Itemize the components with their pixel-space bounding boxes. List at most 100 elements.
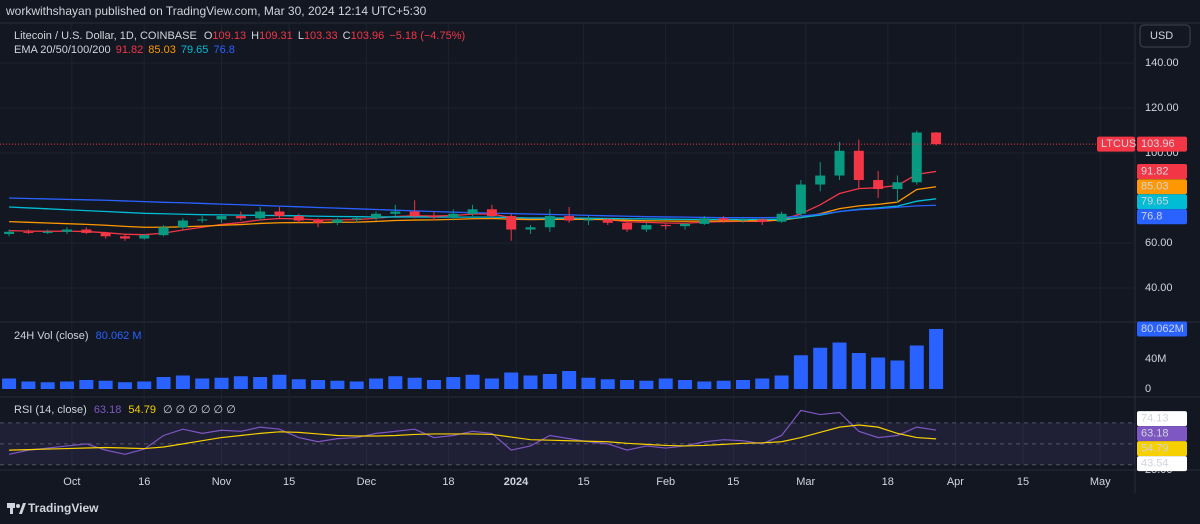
logo-icon bbox=[19, 503, 26, 514]
volume-bar bbox=[60, 381, 75, 389]
ema-value: 79.65 bbox=[181, 44, 209, 56]
volume-bar bbox=[697, 381, 712, 389]
x-tick-label: Mar bbox=[796, 476, 815, 488]
volume-bar bbox=[658, 378, 673, 389]
currency-label[interactable]: USD bbox=[1150, 30, 1173, 42]
legend-rsi: RSI (14, close) 63.18 54.79 ∅ ∅ ∅ ∅ ∅ ∅ bbox=[14, 404, 236, 416]
logo-text: TradingView bbox=[28, 501, 99, 515]
ema-label-box bbox=[1137, 163, 1187, 179]
ema-label: 85.03 bbox=[1141, 181, 1169, 193]
volume-bar bbox=[929, 328, 944, 389]
y-tick-label: 40M bbox=[1145, 353, 1166, 365]
ema-value: 76.8 bbox=[213, 44, 234, 56]
placeholders: ∅ ∅ ∅ ∅ ∅ ∅ bbox=[163, 404, 236, 416]
x-tick-label: 15 bbox=[578, 476, 590, 488]
ema-label-box bbox=[1137, 179, 1187, 195]
rsi-label-box bbox=[1137, 411, 1187, 427]
ema-label-box bbox=[1137, 209, 1187, 225]
volume-label: 80.062M bbox=[1141, 323, 1184, 335]
rsi-label: 43.54 bbox=[1141, 458, 1169, 470]
volume-bar bbox=[909, 345, 924, 389]
volume-bar bbox=[272, 374, 287, 389]
volume-bar bbox=[755, 378, 770, 389]
candle-body bbox=[776, 213, 787, 222]
low-value: 103.33 bbox=[304, 30, 338, 42]
volume-bar bbox=[98, 380, 113, 389]
volume-bar bbox=[793, 355, 808, 389]
volume-bar bbox=[774, 375, 789, 389]
volume-bar bbox=[388, 376, 403, 389]
publisher: workwithshayan published on TradingView.… bbox=[5, 4, 427, 18]
candle-body bbox=[486, 209, 497, 217]
price-label: 103.96 bbox=[1141, 138, 1175, 150]
close-value: 103.96 bbox=[351, 30, 385, 42]
candle-body bbox=[564, 216, 575, 221]
rsi-label: 63.18 bbox=[1141, 428, 1169, 440]
candle-body bbox=[525, 227, 536, 230]
ema-value: 85.03 bbox=[148, 44, 176, 56]
candle-body bbox=[583, 219, 594, 221]
ema-label: 76.8 bbox=[1141, 211, 1162, 223]
candle-body bbox=[100, 232, 111, 237]
candle-body bbox=[737, 219, 748, 221]
currency-button[interactable] bbox=[1139, 24, 1191, 48]
candle-body bbox=[795, 184, 806, 214]
rsi-label-box bbox=[1137, 441, 1187, 457]
candle-body bbox=[158, 227, 169, 236]
x-tick-label: 18 bbox=[442, 476, 454, 488]
candle-body bbox=[428, 216, 439, 218]
volume-bar bbox=[21, 381, 36, 389]
candle-body bbox=[4, 231, 15, 235]
rsi-label-box bbox=[1137, 456, 1187, 472]
ema-title: EMA 20/50/100/200 bbox=[14, 44, 111, 56]
volume-bar bbox=[523, 375, 538, 389]
high-value: 109.31 bbox=[259, 30, 293, 42]
legend-ema: EMA 20/50/100/200 91.82 85.03 79.65 76.8 bbox=[14, 44, 235, 56]
volume-bar bbox=[832, 342, 847, 389]
candle-body bbox=[119, 236, 130, 239]
volume-bar bbox=[407, 377, 422, 389]
candle-body bbox=[892, 182, 903, 190]
x-tick-label: 2024 bbox=[504, 476, 529, 488]
volume-bar bbox=[156, 376, 171, 389]
volume-bar bbox=[349, 381, 364, 389]
y-tick-label: 60.00 bbox=[1145, 237, 1173, 249]
logo: TradingView bbox=[7, 501, 99, 515]
candle-body bbox=[351, 218, 362, 220]
candle-body bbox=[23, 231, 34, 233]
volume-bar bbox=[2, 378, 17, 389]
volume-bar bbox=[137, 381, 152, 389]
volume-title: 24H Vol (close) bbox=[14, 330, 89, 342]
x-tick-label: Dec bbox=[357, 476, 377, 488]
candle-body bbox=[660, 225, 671, 227]
volume-bar bbox=[504, 372, 519, 389]
rsi-line bbox=[8, 409, 937, 455]
rsi-ma-value: 54.79 bbox=[128, 404, 156, 416]
volume-bar bbox=[678, 379, 693, 389]
candle-body bbox=[506, 216, 517, 230]
volume-bar bbox=[465, 374, 480, 389]
plot: Oct 16 Nov 15 Dec 18 2024 15 Feb 15 Mar 18 Apr 15 May 4… bbox=[0, 22, 1200, 493]
legend-volume: 24H Vol (close) 80.062 M bbox=[14, 330, 142, 342]
x-tick-label: 15 bbox=[283, 476, 295, 488]
candle-body bbox=[274, 211, 285, 217]
candle-body bbox=[235, 216, 246, 219]
volume-bar bbox=[291, 379, 306, 389]
rsi-label-box bbox=[1137, 426, 1187, 442]
candle-body bbox=[255, 211, 266, 219]
y-tick-label: 40.00 bbox=[1145, 282, 1173, 294]
x-tick-label: May bbox=[1090, 476, 1111, 488]
volume-bar bbox=[813, 347, 828, 389]
field-label: O bbox=[204, 30, 213, 42]
volume-bar bbox=[581, 377, 596, 389]
ema-label: 91.82 bbox=[1141, 165, 1169, 177]
x-tick-label: 15 bbox=[727, 476, 739, 488]
rsi-line bbox=[9, 424, 937, 451]
field-label: C bbox=[343, 30, 351, 42]
volume-bar bbox=[639, 380, 654, 389]
ema-label-box bbox=[1137, 194, 1187, 210]
logo-icon bbox=[16, 504, 20, 508]
rsi-title: RSI (14, close) bbox=[14, 404, 87, 416]
